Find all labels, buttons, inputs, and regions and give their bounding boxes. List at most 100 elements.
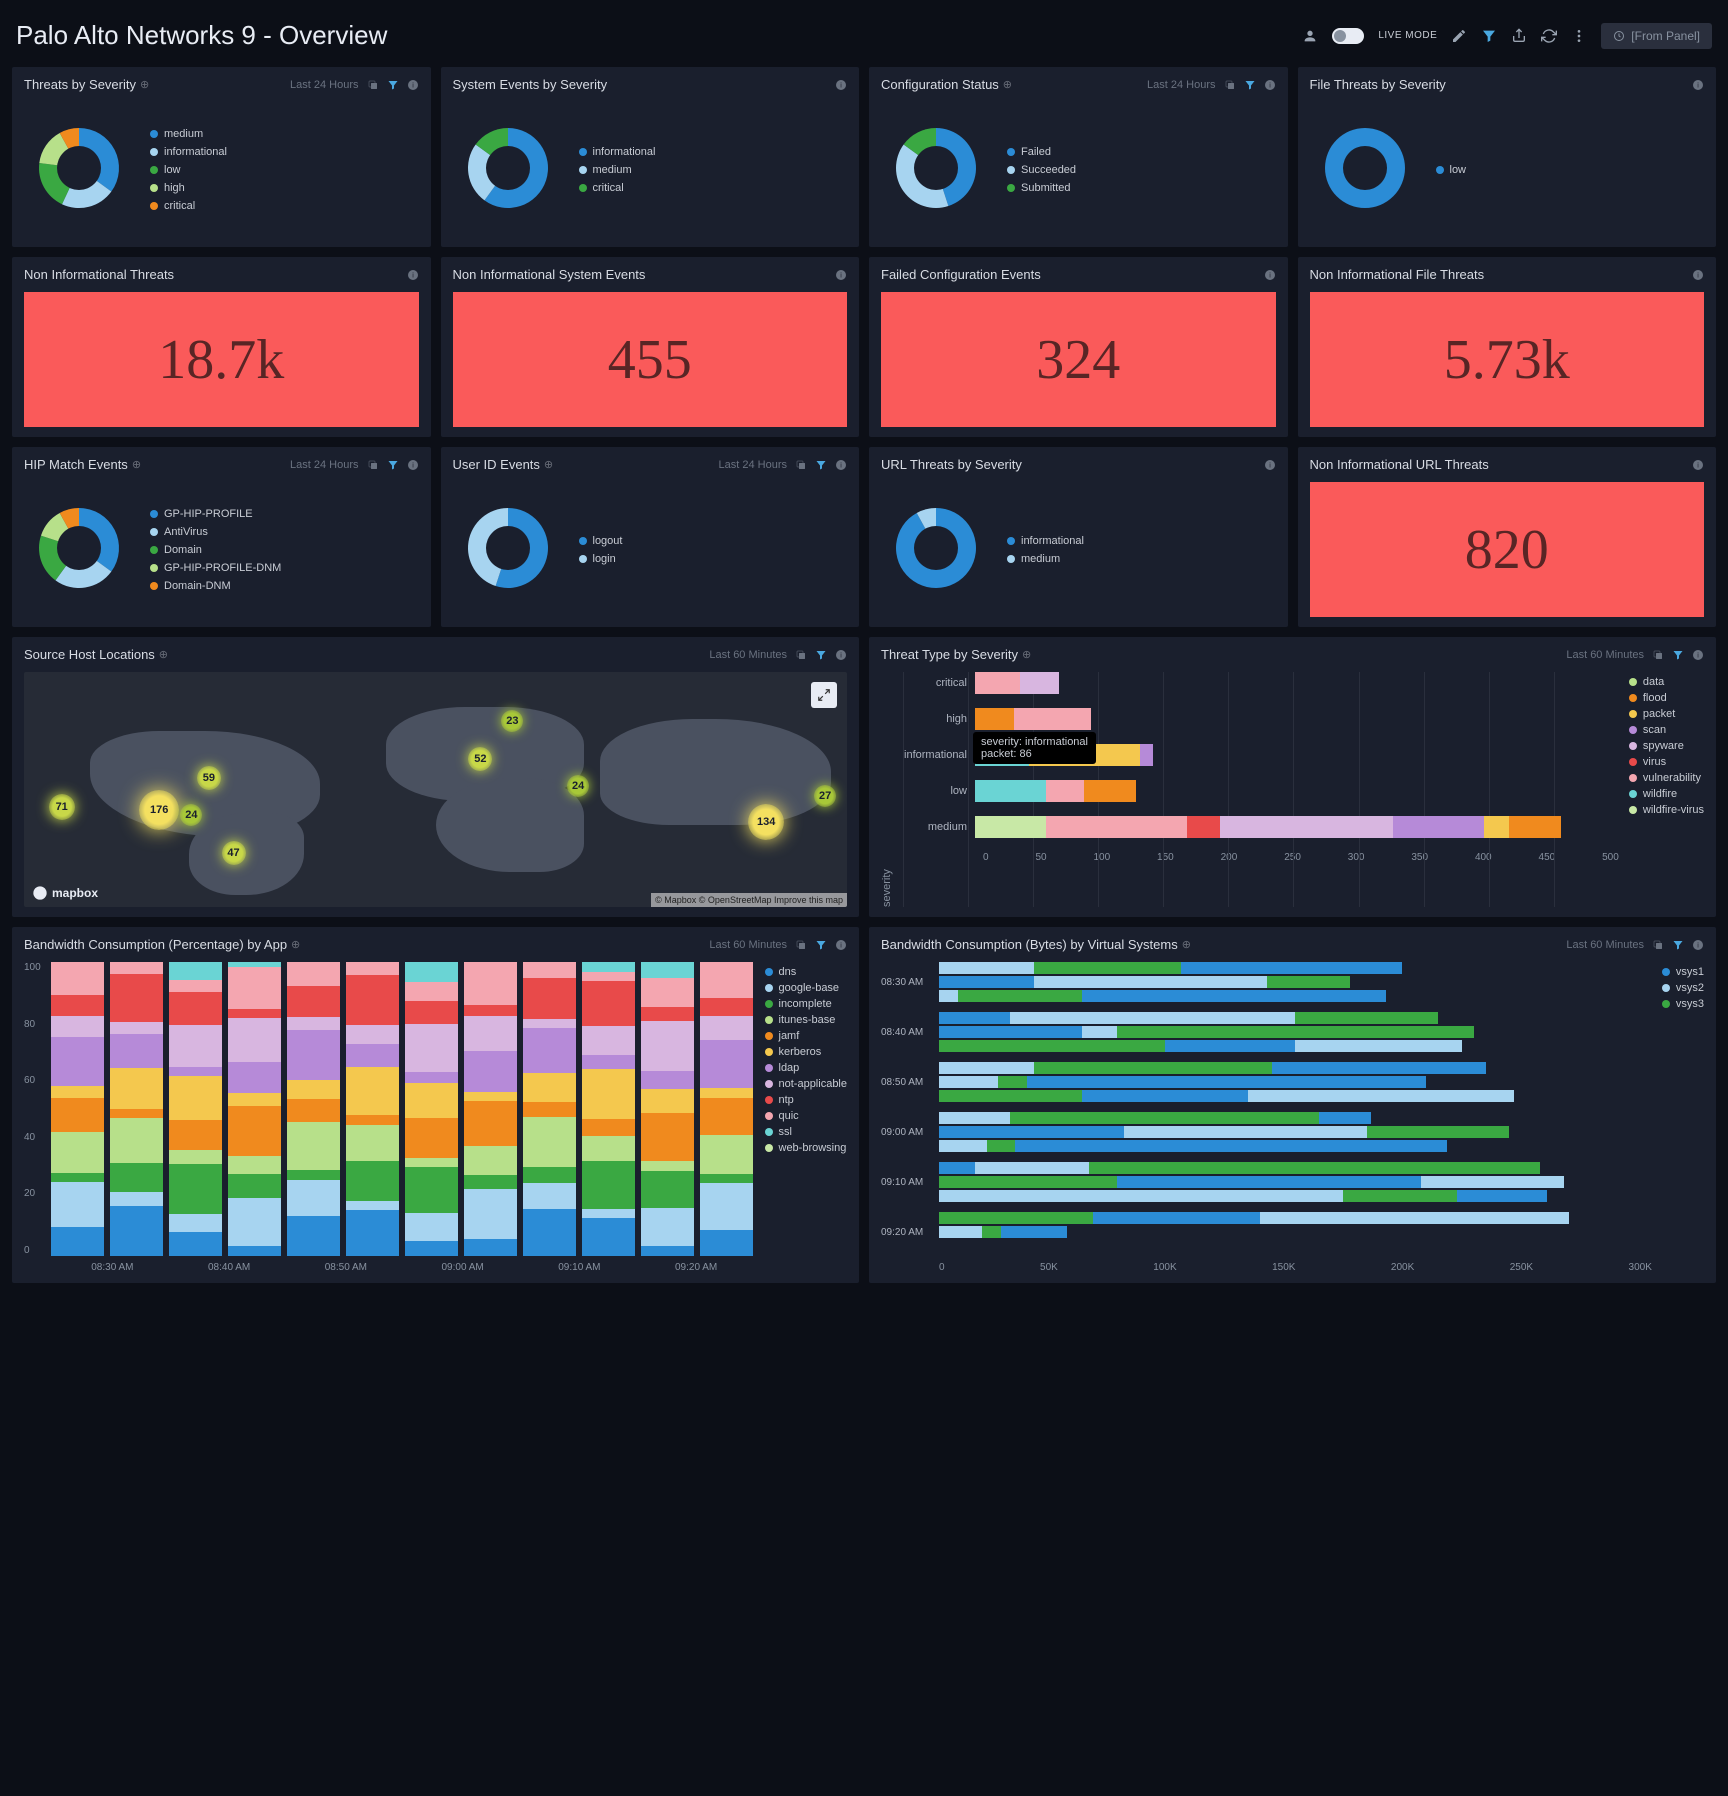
copy-icon[interactable] bbox=[795, 939, 807, 951]
hbar-segment[interactable] bbox=[1260, 1212, 1569, 1224]
hbar-segment[interactable] bbox=[1084, 780, 1136, 802]
map-marker[interactable]: 71 bbox=[49, 794, 75, 820]
legend-item[interactable]: ldap bbox=[765, 1062, 848, 1074]
expand-icon[interactable] bbox=[811, 682, 837, 708]
hbar-segment[interactable] bbox=[1082, 1026, 1118, 1038]
map[interactable]: 7117659244752232427134mapbox© Mapbox © O… bbox=[24, 672, 847, 907]
legend-item[interactable]: Succeeded bbox=[1007, 164, 1076, 176]
donut-chart[interactable] bbox=[881, 493, 991, 606]
copy-icon[interactable] bbox=[1224, 79, 1236, 91]
legend-item[interactable]: AntiVirus bbox=[150, 526, 281, 538]
filter-icon[interactable] bbox=[387, 459, 399, 471]
legend-item[interactable]: GP-HIP-PROFILE bbox=[150, 508, 281, 520]
vbar-column[interactable] bbox=[287, 962, 340, 1256]
hbar-segment[interactable] bbox=[939, 1212, 1093, 1224]
user-icon[interactable] bbox=[1302, 28, 1318, 44]
legend-item[interactable]: packet bbox=[1629, 708, 1704, 720]
hbar-segment[interactable] bbox=[1509, 816, 1561, 838]
hbar-segment[interactable] bbox=[1014, 708, 1091, 730]
legend-item[interactable]: low bbox=[1436, 164, 1467, 176]
hbar-segment[interactable] bbox=[939, 976, 1034, 988]
hbar-segment[interactable] bbox=[1457, 1190, 1547, 1202]
share-icon[interactable] bbox=[1511, 28, 1527, 44]
hbar-segment[interactable] bbox=[1248, 1090, 1514, 1102]
map-marker[interactable]: 47 bbox=[222, 841, 246, 865]
info-icon[interactable]: i bbox=[1264, 79, 1276, 91]
hbar-segment[interactable] bbox=[939, 962, 1034, 974]
legend-item[interactable]: wildfire bbox=[1629, 788, 1704, 800]
hbar-segment[interactable] bbox=[939, 1112, 1010, 1124]
hbar-chart[interactable]: criticalhighinformationallowmediumseveri… bbox=[903, 672, 1619, 907]
legend-item[interactable]: vsys3 bbox=[1662, 998, 1704, 1010]
legend-item[interactable]: not-applicable bbox=[765, 1078, 848, 1090]
hbar-segment[interactable] bbox=[1046, 816, 1188, 838]
hbar-segment[interactable] bbox=[1367, 1126, 1510, 1138]
hbar-segment[interactable] bbox=[939, 990, 958, 1002]
vbar-column[interactable] bbox=[110, 962, 163, 1256]
map-marker[interactable]: 27 bbox=[814, 785, 836, 807]
donut-chart[interactable] bbox=[453, 113, 563, 226]
info-icon[interactable]: i bbox=[1264, 459, 1276, 471]
info-icon[interactable]: i bbox=[407, 459, 419, 471]
hbar-segment[interactable] bbox=[1220, 816, 1394, 838]
hbar-segment[interactable] bbox=[1117, 1176, 1421, 1188]
legend-item[interactable]: logout bbox=[579, 535, 623, 547]
legend-item[interactable]: google-base bbox=[765, 982, 848, 994]
hbar-segment[interactable] bbox=[1034, 1062, 1272, 1074]
hbar-segment[interactable] bbox=[1343, 1190, 1457, 1202]
from-panel-selector[interactable]: [From Panel] bbox=[1601, 23, 1712, 49]
hbar-segment[interactable] bbox=[939, 1062, 1034, 1074]
hbar-segment[interactable] bbox=[1181, 962, 1402, 974]
legend-item[interactable]: scan bbox=[1629, 724, 1704, 736]
copy-icon[interactable] bbox=[795, 459, 807, 471]
copy-icon[interactable] bbox=[1652, 649, 1664, 661]
legend-item[interactable]: GP-HIP-PROFILE-DNM bbox=[150, 562, 281, 574]
legend-item[interactable]: vsys1 bbox=[1662, 966, 1704, 978]
vbar-column[interactable] bbox=[464, 962, 517, 1256]
legend-item[interactable]: informational bbox=[150, 146, 227, 158]
info-icon[interactable]: i bbox=[407, 79, 419, 91]
hbar-segment[interactable] bbox=[1117, 1026, 1473, 1038]
hbar-segment[interactable] bbox=[1046, 780, 1085, 802]
hbar-segment[interactable] bbox=[939, 1226, 982, 1238]
info-icon[interactable]: i bbox=[1692, 269, 1704, 281]
hbar-segment[interactable] bbox=[1272, 1062, 1486, 1074]
hbar-segment[interactable] bbox=[939, 1190, 1343, 1202]
hbar-segment[interactable] bbox=[1295, 1012, 1438, 1024]
legend-item[interactable]: informational bbox=[579, 146, 656, 158]
copy-icon[interactable] bbox=[367, 79, 379, 91]
info-icon[interactable]: i bbox=[1692, 79, 1704, 91]
hbar-segment[interactable] bbox=[939, 1090, 1082, 1102]
vbar-column[interactable] bbox=[582, 962, 635, 1256]
hbar-segment[interactable] bbox=[1034, 962, 1181, 974]
vbar-chart[interactable]: 100806040200 bbox=[24, 962, 755, 1256]
legend-item[interactable]: critical bbox=[579, 182, 656, 194]
hbar-segment[interactable] bbox=[1393, 816, 1483, 838]
hbar-segment[interactable] bbox=[939, 1176, 1117, 1188]
hbar-segment[interactable] bbox=[975, 780, 1046, 802]
legend-item[interactable]: data bbox=[1629, 676, 1704, 688]
hbar-segment[interactable] bbox=[1093, 1212, 1259, 1224]
map-marker[interactable]: 24 bbox=[567, 775, 589, 797]
hbar-segment[interactable] bbox=[1140, 744, 1153, 766]
hbar-segment[interactable] bbox=[998, 1076, 1027, 1088]
hbar-segment[interactable] bbox=[975, 708, 1014, 730]
copy-icon[interactable] bbox=[1652, 939, 1664, 951]
hbar-segment[interactable] bbox=[1187, 816, 1219, 838]
edit-icon[interactable] bbox=[1451, 28, 1467, 44]
legend-item[interactable]: informational bbox=[1007, 535, 1084, 547]
hbar-segment[interactable] bbox=[1319, 1112, 1371, 1124]
hbar-segment[interactable] bbox=[1484, 816, 1510, 838]
hbar-segment[interactable] bbox=[1034, 976, 1267, 988]
hbar-segment[interactable] bbox=[975, 816, 1046, 838]
info-icon[interactable]: i bbox=[835, 269, 847, 281]
legend-item[interactable]: jamf bbox=[765, 1030, 848, 1042]
legend-item[interactable]: high bbox=[150, 182, 227, 194]
legend-item[interactable]: vsys2 bbox=[1662, 982, 1704, 994]
vbar-column[interactable] bbox=[641, 962, 694, 1256]
info-icon[interactable]: i bbox=[835, 939, 847, 951]
vbar-column[interactable] bbox=[51, 962, 104, 1256]
info-icon[interactable]: i bbox=[1692, 649, 1704, 661]
hbar-segment[interactable] bbox=[982, 1226, 1001, 1238]
more-icon[interactable] bbox=[1571, 28, 1587, 44]
